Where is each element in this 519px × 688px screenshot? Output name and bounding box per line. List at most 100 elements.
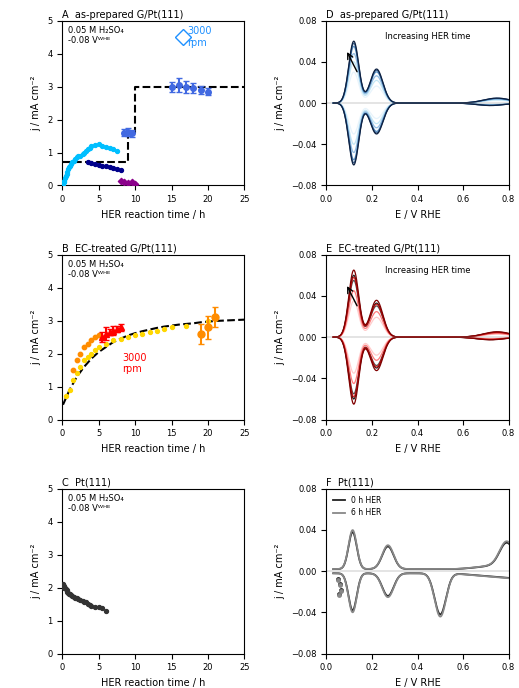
Text: 0.05 M H₂SO₄
-0.08 Vᵂᴴᴱ: 0.05 M H₂SO₄ -0.08 Vᵂᴴᴱ	[68, 259, 124, 279]
Text: 0.05 M H₂SO₄
-0.08 Vᵂᴴᴱ: 0.05 M H₂SO₄ -0.08 Vᵂᴴᴱ	[68, 25, 124, 45]
Point	[73, 593, 81, 604]
Point	[80, 147, 88, 158]
Point	[204, 315, 212, 326]
Point	[98, 160, 106, 171]
Point	[65, 385, 74, 396]
Point	[335, 588, 343, 599]
Point	[120, 176, 128, 187]
Text: 0.05 M H₂SO₄
-0.08 Vᵂᴴᴱ: 0.05 M H₂SO₄ -0.08 Vᵂᴴᴱ	[68, 494, 124, 513]
Text: C  Pt(111): C Pt(111)	[62, 478, 111, 488]
Text: D  as-prepared G/Pt(111): D as-prepared G/Pt(111)	[326, 10, 449, 20]
Point	[145, 327, 154, 338]
Point	[91, 345, 99, 356]
X-axis label: E / V RHE: E / V RHE	[394, 444, 441, 454]
Text: Increasing HER time: Increasing HER time	[385, 266, 470, 275]
Point	[94, 330, 103, 341]
Point	[124, 178, 132, 189]
Point	[64, 164, 72, 175]
Point	[76, 594, 85, 605]
Point	[336, 578, 344, 589]
Point	[62, 584, 70, 595]
Point	[80, 341, 88, 352]
Point	[69, 590, 77, 601]
Point	[76, 348, 85, 359]
Point	[62, 171, 70, 182]
Point	[73, 368, 81, 379]
Point	[94, 139, 103, 150]
Point	[84, 144, 92, 155]
Point	[78, 149, 87, 160]
Legend: 0 h HER, 6 h HER: 0 h HER, 6 h HER	[330, 493, 384, 521]
Point	[168, 322, 176, 333]
Y-axis label: j / mA cm⁻²: j / mA cm⁻²	[32, 76, 42, 131]
Point	[62, 585, 71, 596]
Point	[87, 158, 95, 169]
Point	[98, 603, 106, 614]
X-axis label: E / V RHE: E / V RHE	[394, 210, 441, 219]
Point	[182, 320, 190, 331]
Y-axis label: j / mA cm⁻²: j / mA cm⁻²	[276, 310, 285, 365]
Point	[67, 158, 75, 169]
Point	[109, 335, 117, 346]
Point	[91, 158, 99, 169]
Point	[69, 157, 77, 168]
Point	[98, 140, 106, 151]
Point	[60, 582, 69, 593]
Point	[76, 150, 85, 161]
Point	[113, 145, 121, 156]
Point	[67, 590, 75, 601]
Point	[131, 330, 139, 341]
Point	[91, 601, 99, 612]
Point	[78, 595, 87, 606]
Point	[86, 599, 94, 610]
Point	[91, 332, 99, 343]
X-axis label: HER reaction time / h: HER reaction time / h	[101, 678, 206, 688]
Point	[105, 142, 114, 153]
Point	[337, 585, 346, 596]
Point	[102, 605, 110, 616]
Point	[124, 332, 132, 343]
Point	[91, 140, 99, 151]
Point	[84, 599, 92, 610]
Point	[64, 587, 72, 598]
Text: F  Pt(111): F Pt(111)	[326, 478, 374, 488]
Point	[109, 163, 117, 174]
Y-axis label: j / mA cm⁻²: j / mA cm⁻²	[276, 76, 285, 131]
X-axis label: HER reaction time / h: HER reaction time / h	[101, 444, 206, 454]
Point	[138, 328, 146, 339]
Y-axis label: j / mA cm⁻²: j / mA cm⁻²	[32, 544, 42, 599]
Y-axis label: j / mA cm⁻²: j / mA cm⁻²	[276, 544, 285, 599]
Point	[102, 141, 110, 152]
Point	[74, 151, 83, 162]
Point	[102, 338, 110, 350]
Point	[84, 157, 92, 168]
Point	[63, 166, 72, 177]
Point	[70, 155, 78, 166]
Point	[116, 333, 125, 344]
Point	[69, 365, 77, 376]
Point	[94, 160, 103, 171]
Point	[80, 596, 88, 607]
Point	[65, 160, 74, 171]
Point	[60, 175, 69, 186]
Point	[335, 590, 343, 601]
Point	[61, 173, 70, 184]
Y-axis label: j / mA cm⁻²: j / mA cm⁻²	[32, 310, 42, 365]
Text: B  EC-treated G/Pt(111): B EC-treated G/Pt(111)	[62, 244, 177, 254]
Point	[337, 584, 346, 595]
Point	[334, 574, 342, 585]
Point	[59, 178, 67, 189]
Point	[127, 177, 135, 188]
X-axis label: HER reaction time / h: HER reaction time / h	[101, 210, 206, 219]
Point	[81, 596, 90, 608]
Point	[116, 175, 125, 186]
Point	[63, 586, 72, 597]
Point	[84, 352, 92, 363]
Point	[71, 153, 79, 164]
Point	[73, 355, 81, 366]
Point	[60, 581, 68, 592]
Point	[334, 575, 342, 586]
Text: Increasing HER time: Increasing HER time	[385, 32, 470, 41]
Point	[76, 361, 85, 372]
Text: A  as-prepared G/Pt(111): A as-prepared G/Pt(111)	[62, 10, 184, 20]
